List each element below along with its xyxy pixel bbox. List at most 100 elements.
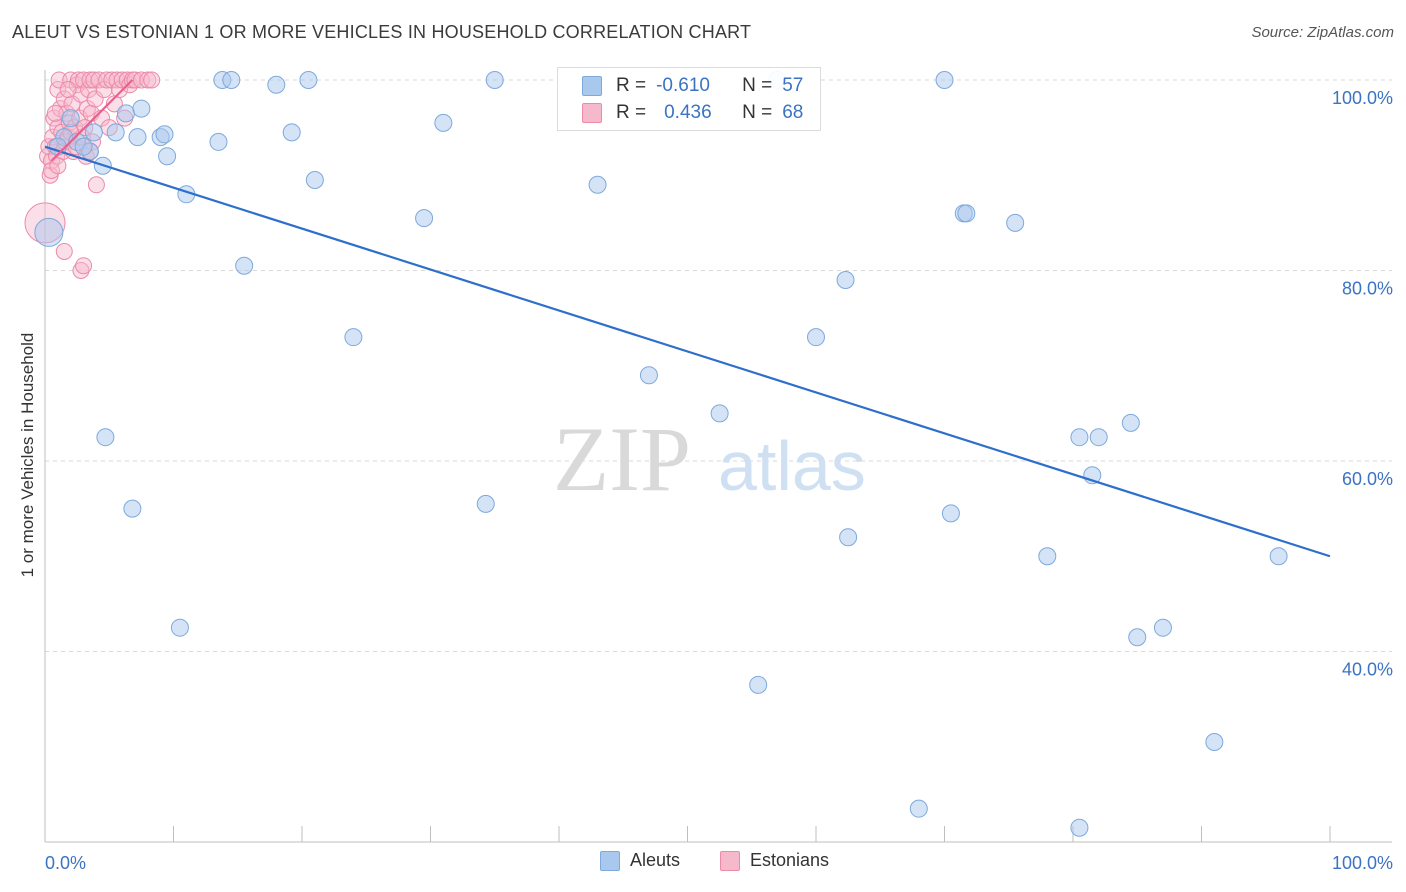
- legend-n-label: N =: [742, 102, 773, 123]
- legend-n-label: N =: [742, 75, 773, 96]
- estonian-point: [86, 90, 104, 108]
- estonian-point: [75, 257, 93, 275]
- aleut-point: [158, 147, 177, 166]
- watermark-atlas: atlas: [718, 427, 866, 505]
- aleut-point: [909, 799, 928, 818]
- y-tick-label: 100.0%: [1332, 88, 1393, 108]
- legend-r-value: -0.610: [656, 75, 710, 96]
- legend-r-label: R =: [616, 75, 647, 96]
- aleut-point: [1038, 547, 1057, 566]
- aleut-point: [96, 428, 115, 447]
- estonian-point: [98, 71, 116, 89]
- stats-legend: R = -0.610 N = 57 R = 0.436 N = 68: [557, 67, 821, 131]
- aleut-point: [935, 71, 954, 89]
- aleut-point: [170, 618, 189, 637]
- estonian-point: [50, 71, 68, 89]
- estonian-point: [59, 81, 77, 99]
- series-legend: Aleuts Estonians: [0, 850, 1406, 878]
- legend-r-label: R =: [616, 102, 647, 123]
- aleut-point: [807, 328, 825, 347]
- aleut-point: [155, 125, 174, 144]
- estonians-swatch: [582, 103, 602, 123]
- aleut-point: [434, 113, 453, 132]
- aleut-point: [132, 99, 151, 118]
- aleut-point: [235, 256, 254, 275]
- aleut-point: [476, 494, 495, 513]
- aleut-point: [1269, 547, 1288, 566]
- aleuts-swatch: [582, 76, 602, 96]
- estonian-point: [87, 176, 105, 194]
- aleut-point: [84, 123, 103, 142]
- aleut-point: [1006, 213, 1025, 232]
- aleut-point: [106, 123, 125, 142]
- legend-n-value: 57: [782, 75, 804, 96]
- estonian-point: [126, 71, 144, 89]
- tick-labels: 40.0% 60.0% 80.0% 100.0% 0.0% 100.0%: [45, 88, 1393, 873]
- aleut-point: [344, 328, 363, 347]
- aleut-point: [282, 123, 301, 142]
- trend-lines: [44, 79, 1331, 558]
- aleut-point: [116, 104, 135, 123]
- aleut-point: [1121, 413, 1140, 432]
- aleut-point: [639, 366, 658, 385]
- aleut-point: [1205, 732, 1224, 751]
- aleut-point: [941, 504, 960, 523]
- estonian-point: [139, 71, 157, 89]
- aleut-point: [209, 132, 228, 151]
- aleut-point: [123, 499, 142, 518]
- aleut-point: [74, 137, 93, 156]
- estonian-point: [46, 104, 64, 122]
- aleut-point: [1153, 618, 1172, 637]
- aleut-point: [1128, 628, 1147, 647]
- legend-n-value: 68: [782, 102, 804, 123]
- aleut-point: [222, 71, 241, 89]
- estonian-point: [55, 242, 73, 260]
- estonian-point: [143, 71, 161, 89]
- estonians-trend-line: [50, 79, 134, 162]
- aleuts-legend-label: Aleuts: [630, 850, 681, 870]
- aleuts-points: [34, 71, 1288, 837]
- estonian-point: [75, 71, 93, 89]
- legend-row-aleuts: R = -0.610 N = 57: [582, 73, 803, 99]
- estonian-point: [81, 71, 99, 89]
- aleut-point: [839, 528, 858, 547]
- estonian-point: [132, 71, 150, 89]
- aleut-point: [415, 209, 434, 228]
- axes: [44, 70, 1392, 843]
- aleut-point: [34, 217, 64, 247]
- aleut-point: [1070, 818, 1089, 837]
- x-tick-label: 100.0%: [1332, 853, 1393, 873]
- aleut-point: [836, 271, 855, 290]
- aleut-point: [267, 75, 286, 94]
- legend-r-value: 0.436: [664, 102, 712, 123]
- chart-title: ALEUT VS ESTONIAN 1 OR MORE VEHICLES IN …: [12, 22, 752, 42]
- aleut-point: [305, 171, 324, 190]
- y-tick-label: 80.0%: [1342, 279, 1393, 299]
- watermark: ZIP atlas: [553, 408, 866, 510]
- legend-item-estonians[interactable]: Estonians: [720, 850, 829, 871]
- x-tick-label: 0.0%: [45, 853, 86, 873]
- aleut-point: [710, 404, 729, 423]
- aleut-point: [749, 675, 768, 694]
- aleuts-legend-swatch: [600, 850, 620, 871]
- estonians-legend-label: Estonians: [750, 850, 830, 870]
- estonian-point: [72, 262, 90, 279]
- legend-item-aleuts[interactable]: Aleuts: [600, 850, 680, 871]
- aleut-point: [128, 128, 147, 147]
- aleut-point: [1070, 428, 1089, 447]
- aleut-point: [588, 175, 607, 194]
- y-tick-label: 40.0%: [1342, 660, 1393, 680]
- legend-row-estonians: R = 0.436 N = 68: [582, 100, 803, 126]
- aleuts-trend-line: [44, 145, 1331, 558]
- aleut-point: [957, 204, 976, 223]
- aleut-point: [1089, 428, 1108, 447]
- source-label: Source: ZipAtlas.com: [1251, 24, 1394, 41]
- aleut-point: [61, 109, 80, 128]
- y-tick-label: 60.0%: [1342, 469, 1393, 489]
- estonian-point: [108, 71, 126, 89]
- aleut-point: [299, 71, 318, 89]
- watermark-zip: ZIP: [553, 408, 691, 510]
- estonians-legend-swatch: [720, 850, 740, 871]
- estonian-point: [49, 157, 67, 175]
